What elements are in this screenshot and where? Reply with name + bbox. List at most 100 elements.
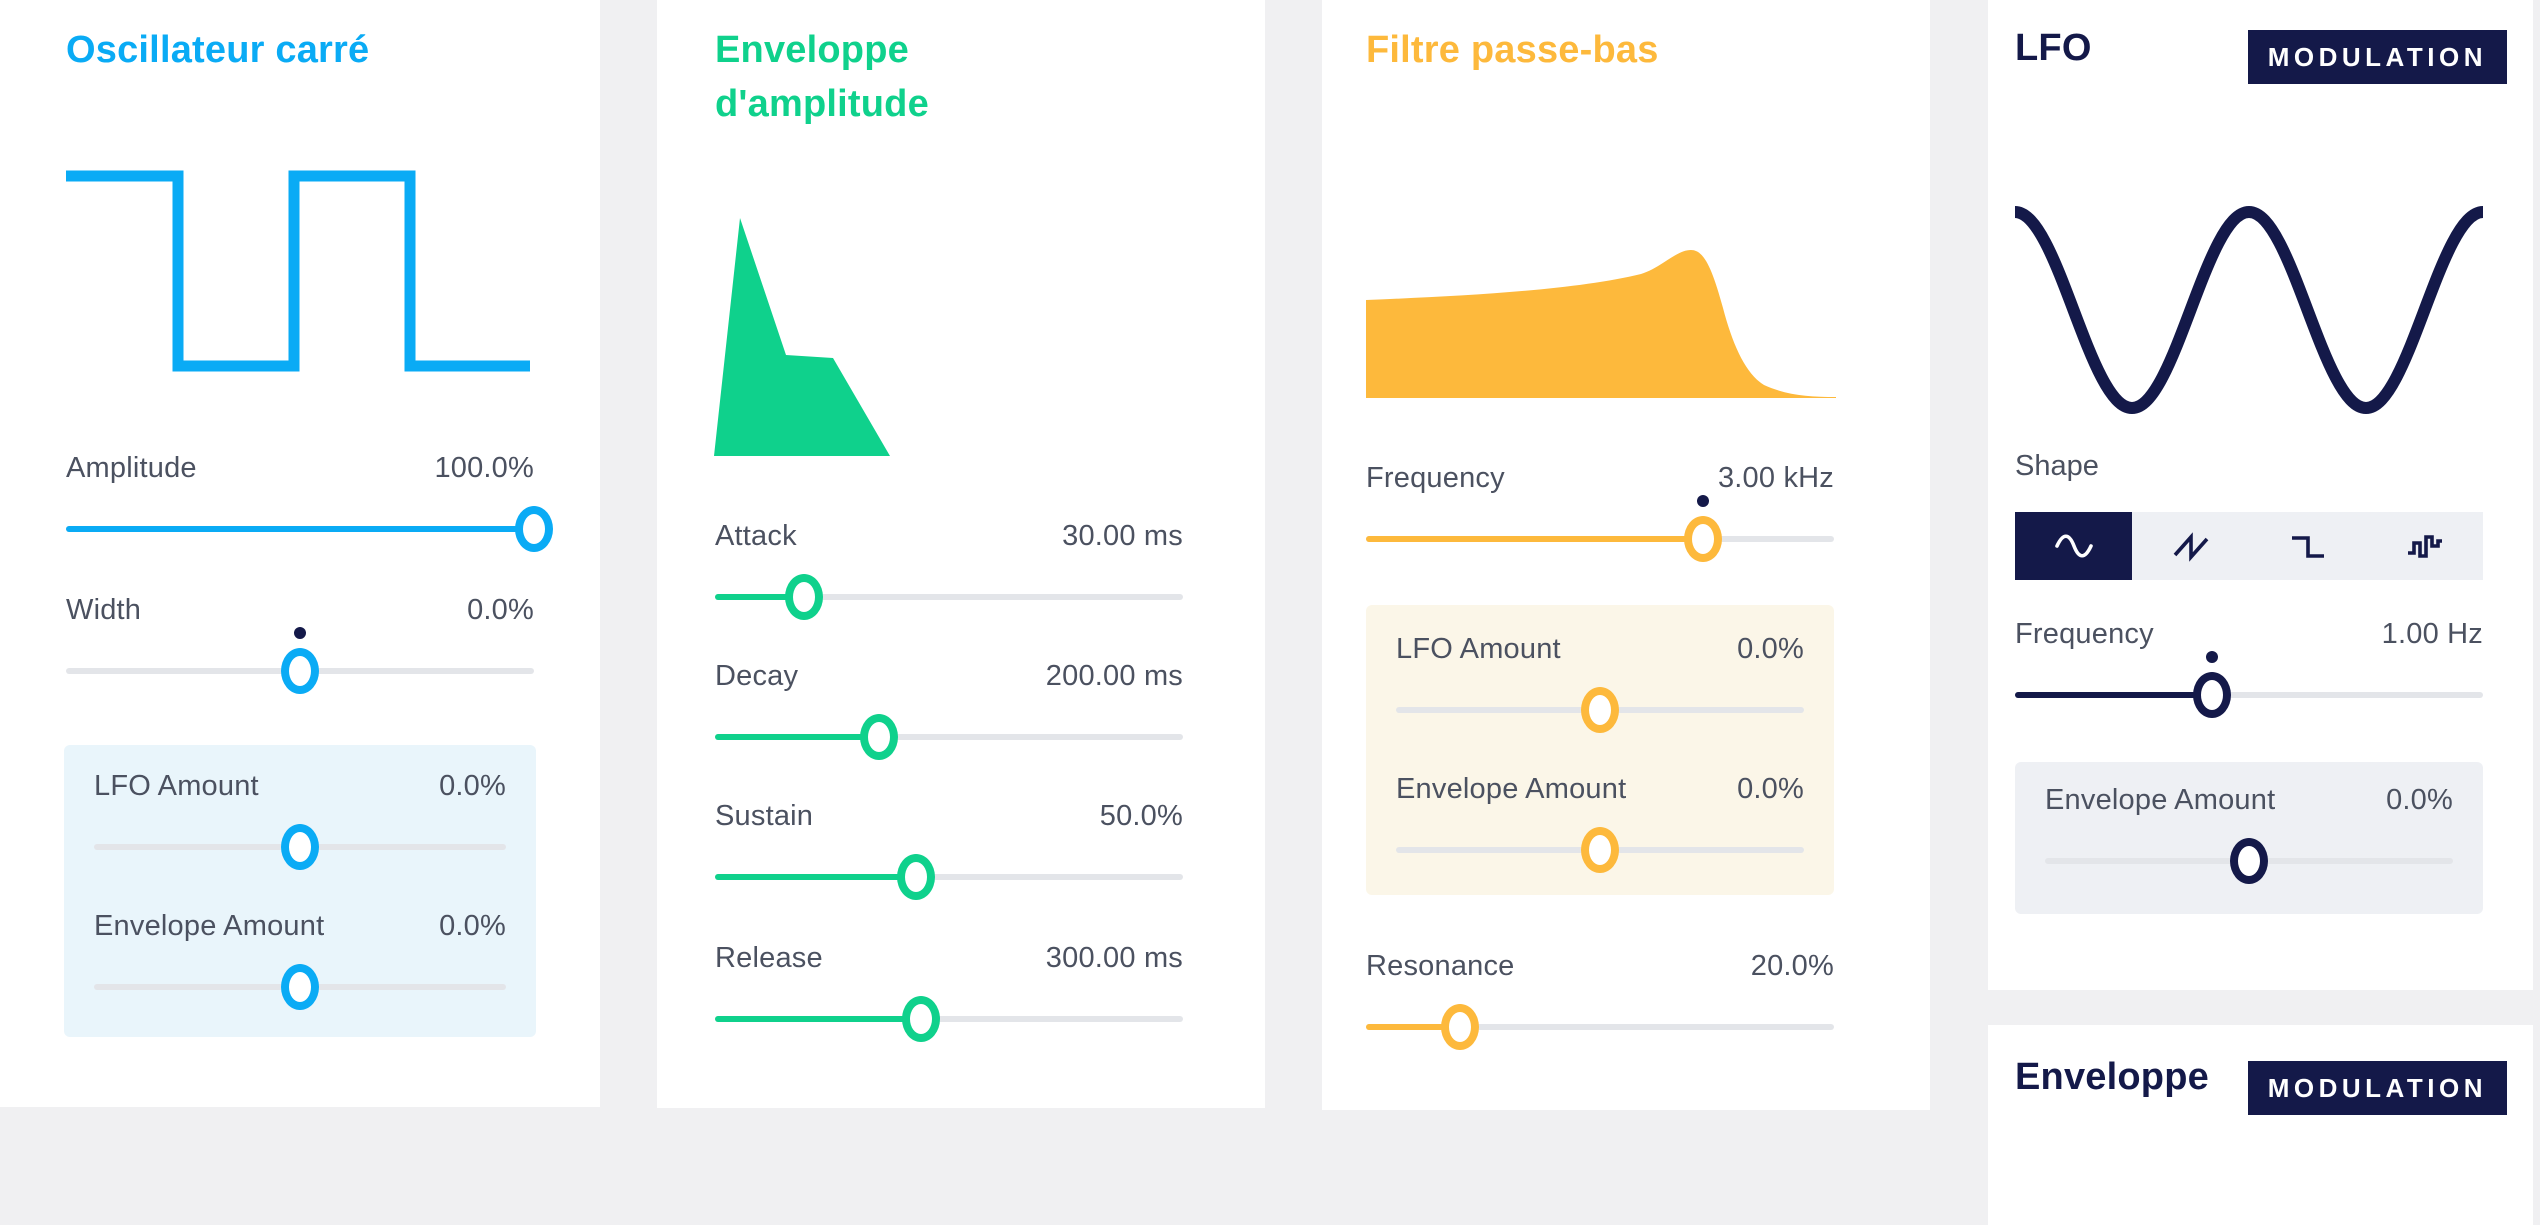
slider-value: 100.0% <box>434 452 534 484</box>
slider-handle[interactable] <box>784 574 823 620</box>
amplitude-slider[interactable]: Amplitude 100.0% <box>66 452 553 552</box>
release-slider[interactable]: Release 300.00 ms <box>715 942 1183 1042</box>
slider-label: Envelope Amount <box>1396 773 1627 805</box>
slider-fill <box>715 1016 921 1022</box>
frequency-slider[interactable]: Frequency 3.00 kHz <box>1366 462 1834 562</box>
lfo-amount-slider[interactable]: LFO Amount 0.0% <box>1396 633 1804 733</box>
slider-handle[interactable] <box>1440 1004 1479 1050</box>
modulation-dot <box>1696 495 1709 507</box>
slider-fill <box>2015 692 2212 698</box>
slider-track[interactable] <box>2045 838 2453 884</box>
lfo-shape-selector <box>2015 512 2483 580</box>
slider-label: Width <box>66 594 142 626</box>
slider-fill <box>66 526 534 532</box>
modulation-dot <box>294 627 306 639</box>
random-wave-icon <box>2407 535 2442 558</box>
shape-option-sine[interactable] <box>2015 512 2132 580</box>
slider-track[interactable] <box>66 627 534 694</box>
shape-label: Shape <box>2015 450 2099 482</box>
slider-value: 20.0% <box>1750 950 1834 982</box>
sine-waveform-graphic <box>2015 205 2483 415</box>
slider-label: LFO Amount <box>1396 633 1561 665</box>
slider-value: 0.0% <box>1737 633 1804 665</box>
slider-handle[interactable] <box>2230 838 2268 884</box>
lowpass-filter-curve-graphic <box>1366 250 1836 398</box>
slider-value: 3.00 kHz <box>1717 462 1834 494</box>
width-slider[interactable]: Width 0.0% <box>66 594 534 694</box>
slider-track[interactable] <box>715 996 1183 1042</box>
slider-track[interactable] <box>1366 1004 1834 1050</box>
resonance-slider[interactable]: Resonance 20.0% <box>1366 950 1834 1050</box>
slider-handle[interactable] <box>1683 516 1722 562</box>
lowpass-filter-card: Filtre passe-bas Frequency 3.00 kHz LFO … <box>1322 0 1930 1110</box>
slider-track[interactable] <box>715 574 1183 620</box>
slider-handle[interactable] <box>2192 672 2231 718</box>
slider-handle[interactable] <box>281 964 319 1010</box>
mod-envelope-card: Enveloppe MODULATION <box>1988 1025 2533 1225</box>
slider-value: 0.0% <box>439 910 506 942</box>
slider-value: 0.0% <box>1737 773 1804 805</box>
slider-handle[interactable] <box>901 996 940 1042</box>
lfo-card-title: LFO <box>2015 27 2092 69</box>
slider-track[interactable] <box>94 824 506 870</box>
slider-value: 0.0% <box>467 594 534 626</box>
slider-track[interactable] <box>66 506 553 552</box>
slider-handle[interactable] <box>281 648 319 694</box>
slider-label: Frequency <box>1366 462 1505 494</box>
slider-handle[interactable] <box>1581 687 1619 733</box>
slider-track[interactable] <box>2015 651 2483 718</box>
slider-track[interactable] <box>715 714 1183 760</box>
slider-fill <box>715 874 917 880</box>
shape-option-square[interactable] <box>2249 512 2366 580</box>
filter-modulation-section: LFO Amount 0.0% Envelope Amount 0.0% <box>1366 605 1834 895</box>
slider-track[interactable] <box>1366 495 1834 562</box>
slider-value: 1.00 Hz <box>2381 618 2483 650</box>
slider-fill <box>715 734 879 740</box>
slider-fill <box>1366 536 1703 542</box>
slider-label: Decay <box>715 660 799 692</box>
slider-label: Amplitude <box>66 452 197 484</box>
envelope-amount-slider[interactable]: Envelope Amount 0.0% <box>1396 773 1804 873</box>
slider-label: Frequency <box>2015 618 2154 650</box>
oscillator-card-title: Oscillateur carré <box>66 29 370 71</box>
modulation-badge: MODULATION <box>2247 30 2507 84</box>
lowpass-filter-card-title: Filtre passe-bas <box>1366 29 1659 71</box>
slider-handle[interactable] <box>897 854 936 900</box>
slider-handle[interactable] <box>515 506 553 552</box>
slider-track[interactable] <box>1396 687 1804 733</box>
attack-slider[interactable]: Attack 30.00 ms <box>715 520 1183 620</box>
envelope-amount-slider[interactable]: Envelope Amount 0.0% <box>2045 784 2453 884</box>
slider-track[interactable] <box>1396 827 1804 873</box>
lfo-amount-slider[interactable]: LFO Amount 0.0% <box>94 770 506 870</box>
slider-label: Release <box>715 942 823 974</box>
slider-handle[interactable] <box>1581 827 1619 873</box>
decay-slider[interactable]: Decay 200.00 ms <box>715 660 1183 760</box>
amp-envelope-card: Enveloppe d'amplitude Attack 30.00 ms De… <box>657 0 1265 1108</box>
shape-option-sawtooth[interactable] <box>2132 512 2249 580</box>
square-waveform-graphic <box>66 170 530 372</box>
frequency-slider[interactable]: Frequency 1.00 Hz <box>2015 618 2483 718</box>
amp-envelope-card-title: Enveloppe d'amplitude <box>715 29 929 125</box>
slider-handle[interactable] <box>281 824 319 870</box>
slider-label: Attack <box>715 520 797 552</box>
oscillator-card: Oscillateur carré Amplitude 100.0% Width… <box>0 0 600 1107</box>
modulation-dot <box>2205 651 2218 663</box>
slider-handle[interactable] <box>859 714 898 760</box>
slider-label: Envelope Amount <box>2045 784 2276 816</box>
lfo-modulation-section: Envelope Amount 0.0% <box>2015 762 2483 914</box>
adsr-envelope-graphic <box>714 218 890 456</box>
sawtooth-wave-icon <box>2173 532 2208 562</box>
slider-label: LFO Amount <box>94 770 259 802</box>
slider-label: Envelope Amount <box>94 910 325 942</box>
sine-wave-icon <box>2054 534 2093 558</box>
slider-value: 200.00 ms <box>1045 660 1183 692</box>
envelope-amount-slider[interactable]: Envelope Amount 0.0% <box>94 910 506 1010</box>
slider-track[interactable] <box>94 964 506 1010</box>
shape-option-random[interactable] <box>2366 512 2483 580</box>
slider-value: 50.0% <box>1099 800 1183 832</box>
sustain-slider[interactable]: Sustain 50.0% <box>715 800 1183 900</box>
slider-track[interactable] <box>715 854 1183 900</box>
slider-label: Sustain <box>715 800 814 832</box>
slider-fill <box>715 594 804 600</box>
